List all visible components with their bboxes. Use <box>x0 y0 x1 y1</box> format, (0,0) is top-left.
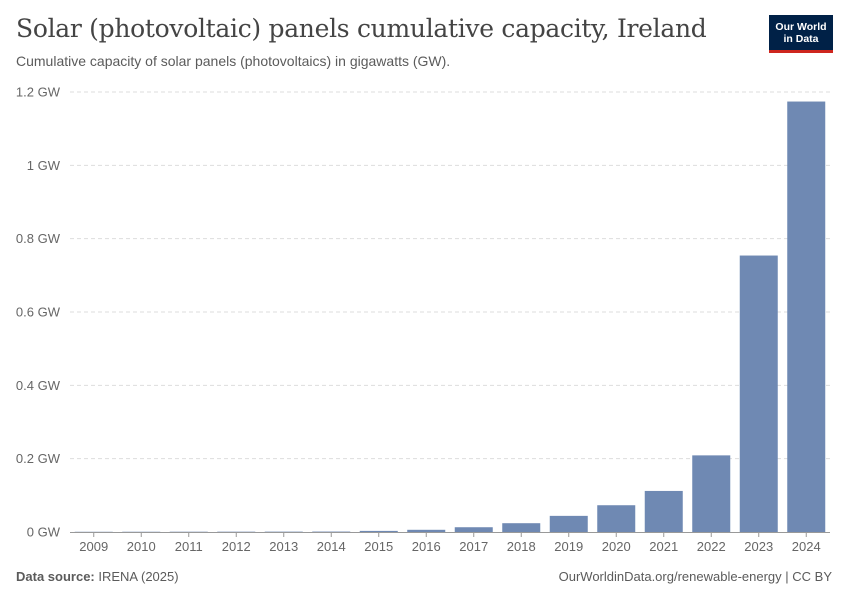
x-tick-label: 2019 <box>554 539 583 554</box>
logo-accent-bar <box>769 50 833 53</box>
license-text: | CC BY <box>781 569 832 584</box>
bar[interactable] <box>787 101 826 533</box>
y-tick-label: 0.8 GW <box>16 231 61 246</box>
bar[interactable] <box>692 455 731 532</box>
data-source-label: Data source: <box>16 569 95 584</box>
chart-subtitle: Cumulative capacity of solar panels (pho… <box>16 53 451 69</box>
bar[interactable] <box>502 523 541 532</box>
logo-text-line2: in Data <box>783 33 819 45</box>
y-tick-label: 0.2 GW <box>16 451 61 466</box>
y-tick-label: 0.6 GW <box>16 305 61 320</box>
x-tick-label: 2011 <box>175 539 203 554</box>
x-tick-label: 2012 <box>222 539 251 554</box>
bar[interactable] <box>644 490 683 532</box>
x-tick-label: 2017 <box>459 539 488 554</box>
chart-title: Solar (photovoltaic) panels cumulative c… <box>16 14 707 43</box>
source-link[interactable]: OurWorldinData.org/renewable-energy <box>558 569 782 584</box>
bar[interactable] <box>597 505 636 532</box>
bar[interactable] <box>359 530 398 532</box>
y-tick-label: 0.4 GW <box>16 378 61 393</box>
y-tick-label: 1.2 GW <box>16 85 61 100</box>
owid-logo[interactable]: Our World in Data <box>769 15 833 53</box>
x-tick-label: 2024 <box>792 539 821 554</box>
x-tick-label: 2014 <box>317 539 346 554</box>
x-tick-label: 2010 <box>127 539 156 554</box>
x-tick-label: 2023 <box>744 539 773 554</box>
footer-attribution: OurWorldinData.org/renewable-energy | CC… <box>559 569 832 584</box>
x-tick-label: 2013 <box>269 539 298 554</box>
x-tick-label: 2020 <box>602 539 631 554</box>
x-tick-label: 2018 <box>507 539 536 554</box>
bar[interactable] <box>407 529 446 532</box>
bar[interactable] <box>549 515 588 532</box>
data-source-value: IRENA (2025) <box>98 569 179 584</box>
x-tick-label: 2016 <box>412 539 441 554</box>
bar[interactable] <box>739 255 778 533</box>
data-source: Data source: IRENA (2025) <box>16 569 179 584</box>
x-tick-label: 2022 <box>697 539 726 554</box>
x-tick-label: 2015 <box>364 539 393 554</box>
x-tick-label: 2021 <box>649 539 678 554</box>
y-tick-label: 0 GW <box>27 525 61 540</box>
logo-text-line1: Our World <box>775 21 827 33</box>
y-tick-label: 1 GW <box>27 158 61 173</box>
x-tick-label: 2009 <box>79 539 108 554</box>
bar[interactable] <box>454 527 493 532</box>
